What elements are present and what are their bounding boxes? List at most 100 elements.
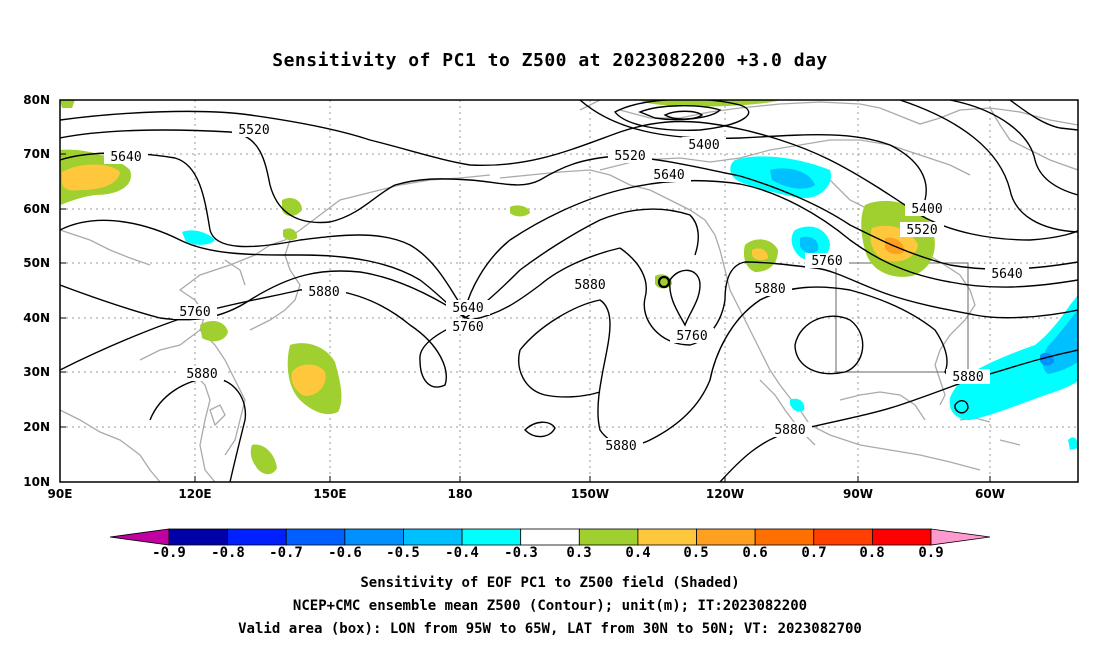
contour-label: 5880 [768, 422, 812, 438]
shade-green [200, 320, 228, 342]
colorbar: -0.9 -0.8 -0.7 -0.6 -0.5 -0.4 -0.3 0.3 0… [109, 528, 991, 561]
shade-skyblue [770, 168, 815, 189]
contour-label: 5640 [647, 167, 691, 183]
colorbar-swatch [285, 528, 346, 546]
svg-text:5880: 5880 [574, 278, 605, 293]
shade-cyan [790, 398, 805, 412]
latitude-labels: 80N 70N 60N 50N 40N 30N 20N 10N [23, 93, 50, 489]
contour-line [149, 377, 247, 482]
colorbar-label: 0.9 [918, 545, 943, 561]
colorbar-label: -0.6 [328, 545, 362, 561]
contour-labels: 5520 5640 5520 5400 5640 5400 5520 5760 … [104, 122, 1029, 454]
sensitivity-shading [60, 100, 1078, 475]
shade-yellow [291, 364, 326, 396]
svg-text:5400: 5400 [911, 202, 942, 217]
shade-green [510, 205, 530, 217]
shade-green [640, 100, 780, 107]
lat-label: 70N [23, 147, 50, 161]
lon-label: 60W [975, 487, 1005, 501]
lat-label: 30N [23, 365, 50, 379]
shade-cyan [1068, 437, 1078, 450]
colorbar-label: -0.5 [386, 545, 420, 561]
lon-label: 90W [843, 487, 873, 501]
colorbar-swatch [461, 528, 522, 546]
contour-line [719, 377, 976, 482]
contour-line [949, 100, 1078, 196]
contour-line [899, 100, 1078, 233]
lon-label: 120E [178, 487, 211, 501]
contour-label: 5880 [946, 369, 990, 385]
lat-label: 10N [23, 475, 50, 489]
shade-green [283, 228, 298, 241]
colorbar-over-arrow [930, 528, 991, 546]
lon-label: 150E [313, 487, 346, 501]
colorbar-label: 0.4 [625, 545, 650, 561]
lon-label: 90E [48, 487, 73, 501]
contour-line [1009, 100, 1078, 131]
contour-label: 5520 [608, 148, 652, 164]
colorbar-label: 0.7 [801, 545, 826, 561]
contour-label: 5760 [805, 253, 849, 269]
contour-line [579, 100, 927, 201]
lon-label: 150W [571, 487, 609, 501]
contour-line [60, 152, 1078, 312]
colorbar-label: -0.4 [445, 545, 479, 561]
svg-text:5760: 5760 [452, 320, 483, 335]
svg-text:5880: 5880 [952, 370, 983, 385]
lat-label: 40N [23, 311, 50, 325]
colorbar-label: -0.7 [269, 545, 303, 561]
contour-line [60, 270, 471, 321]
contour-line [524, 421, 556, 438]
svg-text:5880: 5880 [754, 282, 785, 297]
contour-line [954, 400, 969, 414]
longitude-labels: 90E 120E 150E 180 150W 120W 90W 60W [48, 487, 1005, 501]
svg-text:5880: 5880 [605, 439, 636, 454]
caption-contour: NCEP+CMC ensemble mean Z500 (Contour); u… [292, 598, 808, 614]
contour-label: 5640 [104, 149, 148, 165]
svg-text:5400: 5400 [688, 138, 719, 153]
contour-label: 5400 [682, 137, 726, 153]
contour-label: 5760 [173, 304, 217, 320]
svg-text:5640: 5640 [991, 267, 1022, 282]
colorbar-swatch [344, 528, 404, 546]
svg-text:5640: 5640 [452, 301, 483, 316]
colorbar-swatch [754, 528, 815, 546]
contour-ring [657, 275, 671, 289]
contour-label: 5880 [599, 438, 643, 454]
shade-cyan [182, 230, 215, 245]
contour-label: 5520 [232, 122, 276, 138]
svg-text:5760: 5760 [676, 329, 707, 344]
shade-skyblue [800, 236, 819, 253]
contour-label: 5880 [568, 277, 612, 293]
contour-label: 5520 [900, 222, 944, 238]
contour-label: 5760 [446, 319, 490, 335]
svg-text:5520: 5520 [614, 149, 645, 164]
colorbar-swatch [813, 528, 873, 546]
lon-label: 120W [706, 487, 744, 501]
colorbar-swatch [403, 528, 463, 546]
map-frame [59, 99, 1079, 483]
svg-text:5640: 5640 [653, 168, 684, 183]
colorbar-label: 0.8 [859, 545, 884, 561]
lat-label: 20N [23, 420, 50, 434]
colorbar-swatch [871, 528, 932, 546]
lon-label: 180 [447, 487, 472, 501]
colorbar-swatch [637, 528, 697, 546]
contour-label: 5880 [180, 366, 224, 382]
chart-title: Sensitivity of PC1 to Z500 at 2023082200… [272, 50, 828, 71]
colorbar-label: 0.3 [566, 545, 591, 561]
shade-yellow [62, 164, 120, 191]
svg-text:5520: 5520 [906, 223, 937, 238]
contour-label: 5640 [985, 266, 1029, 282]
caption-valid-area: Valid area (box): LON from 95W to 65W, L… [238, 621, 862, 637]
lat-label: 80N [23, 93, 50, 107]
shade-green [60, 100, 75, 108]
shade-green [250, 444, 277, 475]
svg-text:5760: 5760 [179, 305, 210, 320]
contour-line [518, 349, 601, 398]
contour-line [794, 315, 864, 375]
contour-line [669, 269, 701, 327]
contour-label: 5640 [446, 300, 490, 316]
svg-text:5520: 5520 [238, 123, 269, 138]
colorbar-swatch [227, 528, 287, 546]
